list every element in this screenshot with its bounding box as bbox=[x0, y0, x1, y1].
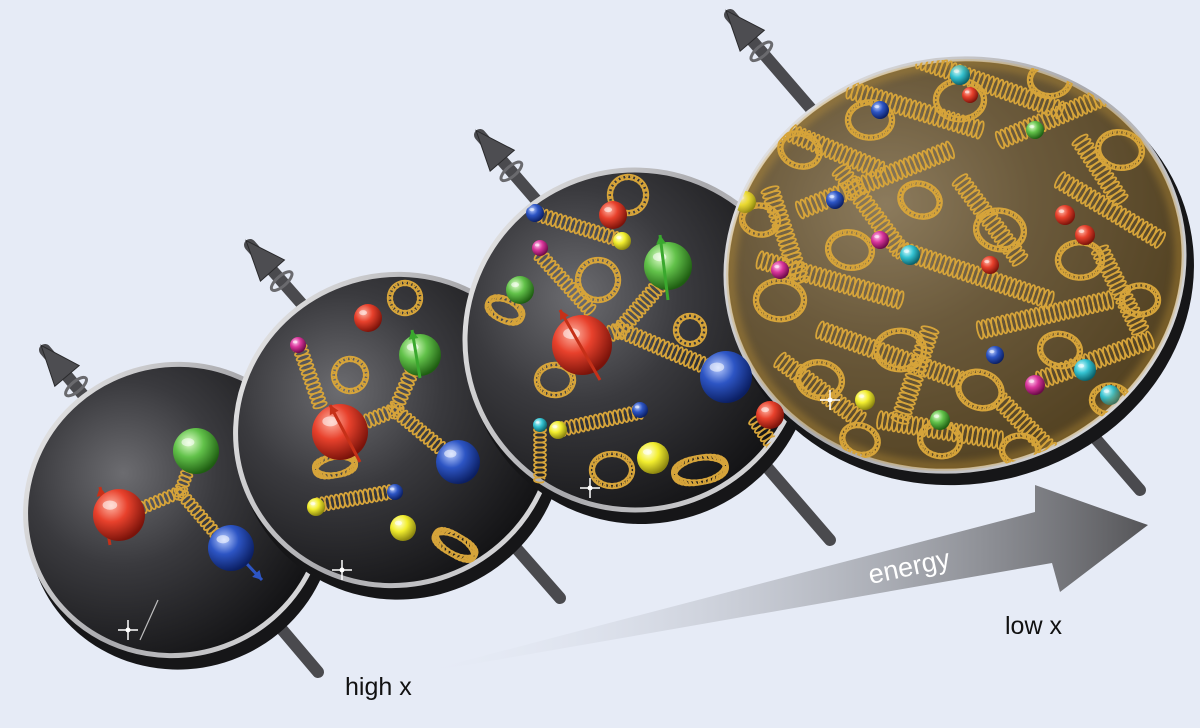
quark-spin-arrow-icon bbox=[558, 309, 602, 381]
spin-ring-icon bbox=[269, 270, 294, 292]
quark-sphere-icon bbox=[173, 428, 219, 474]
proton-1-contents bbox=[93, 428, 264, 641]
quark-sphere-icon bbox=[526, 204, 544, 222]
spin-axis-arrow-icon bbox=[40, 344, 81, 388]
gluon-ring-icon bbox=[897, 180, 943, 220]
gluon-ring-icon bbox=[1054, 239, 1106, 281]
quark-sphere-icon bbox=[208, 525, 254, 571]
quark-sphere-icon bbox=[700, 351, 752, 403]
gluon-ring-icon bbox=[1118, 282, 1162, 318]
gluon-ring-icon bbox=[671, 453, 729, 487]
glint bbox=[139, 599, 159, 641]
quark-sphere-icon bbox=[599, 201, 627, 229]
antiquark-sphere-icon bbox=[549, 421, 567, 439]
quark-sphere-icon bbox=[950, 65, 970, 85]
quark-spin-arrow-icon bbox=[408, 329, 422, 379]
quark-sphere-icon bbox=[826, 191, 844, 209]
antiquark-sphere-icon bbox=[533, 418, 547, 432]
gluon-spring-icon bbox=[831, 163, 909, 257]
quark-sphere-icon bbox=[632, 402, 648, 418]
quark-sphere-icon bbox=[552, 315, 612, 375]
antiquark-sphere-icon bbox=[390, 515, 416, 541]
high-x-label: high x bbox=[345, 673, 412, 701]
gluon-ring-icon bbox=[955, 368, 1005, 412]
spin-ring-icon bbox=[64, 375, 88, 398]
gluon-ring-icon bbox=[330, 355, 370, 395]
quark-sphere-icon bbox=[387, 484, 403, 500]
quark-sphere-icon bbox=[981, 256, 999, 274]
energy-arrow bbox=[410, 485, 1148, 675]
gluon-ring-icon bbox=[972, 207, 1028, 253]
gluon-ring-icon bbox=[794, 359, 846, 401]
quark-sphere-icon bbox=[900, 245, 920, 265]
quark-sphere-icon bbox=[756, 401, 784, 429]
spin-ring-icon bbox=[749, 40, 774, 63]
quark-sphere-icon bbox=[1026, 121, 1044, 139]
quark-sphere-icon bbox=[93, 489, 145, 541]
quark-sphere-icon bbox=[1025, 375, 1045, 395]
gluon-ring-icon bbox=[752, 277, 808, 323]
quark-sphere-icon bbox=[871, 101, 889, 119]
highlight-sparkle-icon bbox=[332, 560, 352, 580]
gluon-ring-icon bbox=[588, 450, 636, 490]
antiquark-sphere-icon bbox=[307, 498, 325, 516]
gluon-ring-icon bbox=[431, 526, 479, 564]
spin-axis-arrow-icon bbox=[475, 129, 516, 173]
highlight-sparkle-icon bbox=[580, 478, 600, 498]
gluon-ring-icon bbox=[824, 229, 876, 271]
gluon-ring-icon bbox=[932, 77, 988, 123]
proton-2-contents bbox=[290, 279, 547, 564]
gluon-spring-icon bbox=[975, 290, 1115, 340]
quark-sphere-icon bbox=[930, 410, 950, 430]
gluon-spring-icon bbox=[815, 320, 965, 390]
gluon-ring-icon bbox=[386, 279, 424, 317]
quark-sphere-icon bbox=[506, 276, 534, 304]
gluon-ring-icon bbox=[916, 420, 964, 460]
quark-sphere-icon bbox=[771, 261, 789, 279]
quark-sphere-icon bbox=[1074, 359, 1096, 381]
quark-sphere-icon bbox=[436, 440, 480, 484]
proton-4-contents bbox=[725, 50, 1185, 473]
quark-spin-arrow-icon bbox=[328, 404, 362, 463]
low-x-label: low x bbox=[1005, 612, 1062, 640]
gluon-spring-icon bbox=[314, 484, 394, 513]
spin-axis-arrow-icon bbox=[725, 9, 766, 53]
quark-sphere-icon bbox=[644, 242, 692, 290]
gluon-ring-icon bbox=[872, 327, 928, 373]
quark-sphere-icon bbox=[986, 346, 1004, 364]
spin-axis-arrow-icon bbox=[245, 239, 286, 282]
antiquark-sphere-icon bbox=[613, 232, 631, 250]
quark-sphere-icon bbox=[962, 87, 978, 103]
quark-sphere-icon bbox=[1055, 205, 1075, 225]
highlight-sparkle-icon bbox=[118, 620, 138, 640]
quark-sphere-icon bbox=[871, 231, 889, 249]
quark-spin-arrow-icon bbox=[656, 234, 670, 301]
quark-sphere-icon bbox=[855, 390, 875, 410]
gluon-ring-icon bbox=[672, 312, 708, 348]
proton-3-contents bbox=[484, 173, 797, 490]
highlight-sparkle-icon bbox=[820, 390, 840, 410]
spin-ring-icon bbox=[499, 160, 524, 183]
quark-sphere-icon bbox=[1075, 225, 1095, 245]
gluon-glow bbox=[725, 57, 1185, 473]
gluon-ring-icon bbox=[574, 256, 622, 304]
gluon-ring-icon bbox=[1036, 330, 1084, 370]
quark-sphere-icon bbox=[312, 404, 368, 460]
quark-sphere-icon bbox=[354, 304, 382, 332]
gluon-spring-icon bbox=[794, 140, 956, 220]
antiquark-sphere-icon bbox=[290, 337, 306, 353]
antiquark-sphere-icon bbox=[532, 240, 548, 256]
gluon-spring-icon bbox=[1053, 171, 1167, 249]
gluon-ring-icon bbox=[844, 99, 896, 141]
antiquark-sphere-icon bbox=[637, 442, 669, 474]
